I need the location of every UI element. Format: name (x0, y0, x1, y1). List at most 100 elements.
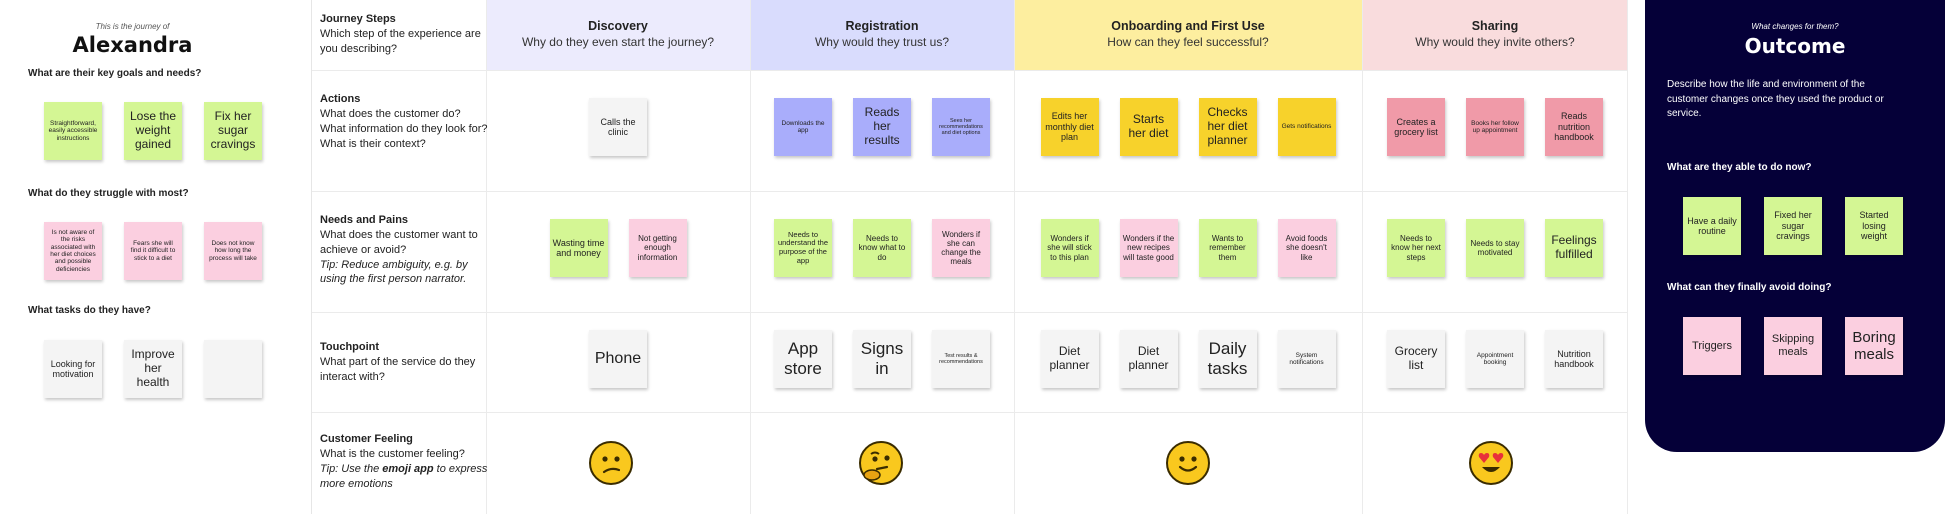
sticky-note[interactable]: Grocery list (1387, 330, 1445, 388)
stage-header-sharing[interactable]: Sharing Why would they invite others? (1362, 0, 1628, 70)
sticky-note[interactable]: Needs to know her next steps (1387, 219, 1445, 277)
persona-panel: This is the journey of Alexandra What ar… (0, 0, 310, 514)
row-title: Journey Steps (320, 13, 396, 25)
stage-question: Why do they even start the journey? (521, 35, 715, 49)
sticky-note[interactable]: Fix her sugar cravings (204, 102, 262, 160)
stage-header-registration[interactable]: Registration Why would they trust us? (750, 0, 1014, 70)
sticky-note[interactable]: Triggers (1683, 317, 1741, 375)
stage-title: Registration (845, 19, 919, 33)
sticky-note[interactable]: Books her follow up appointment (1466, 98, 1524, 156)
sticky-note[interactable]: Downloads the app (774, 98, 832, 156)
sticky-note[interactable]: Lose the weight gained (124, 102, 182, 160)
sticky-note[interactable]: Not getting enough information (628, 219, 687, 277)
sticky-note[interactable]: Wants to remember them (1198, 219, 1257, 277)
persona-name[interactable]: Alexandra (72, 33, 193, 57)
touch-registration: App store Signs in Test results & recomm… (750, 330, 1014, 388)
tip-text: Tip: Use the (320, 462, 383, 475)
sticky-note[interactable]: Creates a grocery list (1387, 98, 1445, 156)
able-notes: Have a daily routine Fixed her sugar cra… (1683, 197, 1903, 255)
persona-intro: This is the journey of (95, 22, 170, 31)
sticky-note[interactable]: App store (774, 330, 832, 388)
row-label-journey-steps: Journey Steps Which step of the experien… (320, 12, 488, 57)
column-divider (1362, 0, 1363, 514)
needs-registration: Needs to understand the purpose of the a… (750, 219, 1014, 277)
sticky-note[interactable]: Edits her monthly diet plan (1040, 98, 1099, 156)
sticky-note[interactable]: Calls the clinic (589, 98, 647, 156)
sticky-note[interactable]: Nutrition handbook (1545, 330, 1603, 388)
actions-onboarding: Edits her monthly diet plan Starts her d… (1014, 98, 1362, 156)
confused-face-icon[interactable] (589, 441, 633, 485)
needs-onboarding: Wonders if she will stick to this plan W… (1014, 219, 1362, 277)
sticky-note[interactable] (204, 340, 262, 398)
sticky-note[interactable]: Started losing weight (1845, 197, 1903, 255)
stage-title: Sharing (1471, 19, 1519, 33)
tip-text: to express more emotions (320, 462, 488, 490)
goals-notes: Straightforward, easily accessible instr… (44, 102, 262, 160)
sticky-note[interactable]: Appointment booking (1466, 330, 1524, 388)
row-description: What does the customer want to achieve o… (320, 228, 478, 256)
stage-question: Why would they invite others? (1415, 35, 1575, 49)
sticky-note[interactable]: Wonders if she will stick to this plan (1040, 219, 1099, 277)
sticky-note[interactable]: Needs to stay motivated (1466, 219, 1524, 277)
sticky-note[interactable]: Starts her diet (1119, 98, 1178, 156)
thinking-face-icon[interactable] (859, 441, 903, 485)
sticky-note[interactable]: Sees her recommendations and diet option… (932, 98, 990, 156)
stage-header-onboarding[interactable]: Onboarding and First Use How can they fe… (1014, 0, 1362, 70)
stage-header-discovery[interactable]: Discovery Why do they even start the jou… (486, 0, 750, 70)
sticky-note[interactable]: Gets notifications (1277, 98, 1336, 156)
sticky-note[interactable]: Straightforward, easily accessible instr… (44, 102, 102, 160)
smiling-face-icon[interactable] (1166, 441, 1210, 485)
avoid-notes: Triggers Skipping meals Boring meals (1683, 317, 1903, 375)
sticky-note[interactable]: Wonders if she can change the meals (932, 219, 990, 277)
heart-eyes-face-icon[interactable] (1469, 441, 1513, 485)
sticky-note[interactable]: Daily tasks (1198, 330, 1257, 388)
sticky-note[interactable]: Boring meals (1845, 317, 1903, 375)
sticky-note[interactable]: Diet planner (1119, 330, 1178, 388)
sticky-note[interactable]: Improve her health (124, 340, 182, 398)
sticky-note[interactable]: Reads her results (853, 98, 911, 156)
avoid-question: What can they finally avoid doing? (1667, 282, 1832, 293)
outcome-title: Outcome (1744, 34, 1846, 58)
sticky-note[interactable]: Does not know how long the process will … (204, 222, 262, 280)
actions-sharing: Creates a grocery list Books her follow … (1362, 98, 1628, 156)
sticky-note[interactable]: Checks her diet planner (1198, 98, 1257, 156)
sticky-note[interactable]: Needs to know what to do (853, 219, 911, 277)
column-divider (1627, 0, 1628, 514)
sticky-note[interactable]: Needs to understand the purpose of the a… (774, 219, 832, 277)
row-tip: Tip: Use the emoji app to express more e… (320, 462, 488, 492)
sticky-note[interactable]: Is not aware of the risks associated wit… (44, 222, 102, 280)
sticky-note[interactable]: Signs in (853, 330, 911, 388)
sticky-note[interactable]: Fears she will find it difficult to stic… (124, 222, 182, 280)
sticky-note[interactable]: Looking for motivation (44, 340, 102, 398)
stage-title: Discovery (588, 19, 648, 33)
emoji-app-link[interactable]: emoji app (382, 462, 434, 475)
stage-title: Onboarding and First Use (1111, 19, 1265, 33)
row-description: What is the customer feeling? (320, 447, 465, 460)
sticky-note[interactable]: Avoid foods she doesn't like (1277, 219, 1336, 277)
goals-question: What are their key goals and needs? (28, 68, 202, 79)
row-label-needs-pains: Needs and Pains What does the customer w… (320, 213, 488, 287)
touch-onboarding: Diet planner Diet planner Daily tasks Sy… (1014, 330, 1362, 388)
journey-grid: Discovery Why do they even start the jou… (311, 0, 1628, 514)
row-description: What part of the service do they interac… (320, 355, 476, 383)
stage-question: How can they feel successful? (1107, 35, 1269, 49)
sticky-note[interactable]: Skipping meals (1764, 317, 1822, 375)
needs-discovery: Wasting time and money Not getting enoug… (486, 219, 750, 277)
sticky-note[interactable]: Have a daily routine (1683, 197, 1741, 255)
sticky-note[interactable]: Phone (589, 330, 647, 388)
row-divider (312, 70, 1628, 71)
tasks-question: What tasks do they have? (28, 305, 151, 316)
sticky-note[interactable]: Diet planner (1040, 330, 1099, 388)
touch-discovery: Phone (486, 330, 750, 388)
sticky-note[interactable]: Reads nutrition handbook (1545, 98, 1603, 156)
sticky-note[interactable]: Fixed her sugar cravings (1764, 197, 1822, 255)
outcome-label: What changes for them? (1751, 22, 1839, 31)
sticky-note[interactable]: Wasting time and money (549, 219, 608, 277)
row-tip: Tip: Reduce ambiguity, e.g. by using the… (320, 258, 468, 286)
column-divider (486, 0, 487, 514)
needs-sharing: Needs to know her next steps Needs to st… (1362, 219, 1628, 277)
sticky-note[interactable]: System notifications (1277, 330, 1336, 388)
sticky-note[interactable]: Wonders if the new recipes will taste go… (1119, 219, 1178, 277)
sticky-note[interactable]: Feelings fulfilled (1545, 219, 1603, 277)
sticky-note[interactable]: Test results & recommendations (932, 330, 990, 388)
